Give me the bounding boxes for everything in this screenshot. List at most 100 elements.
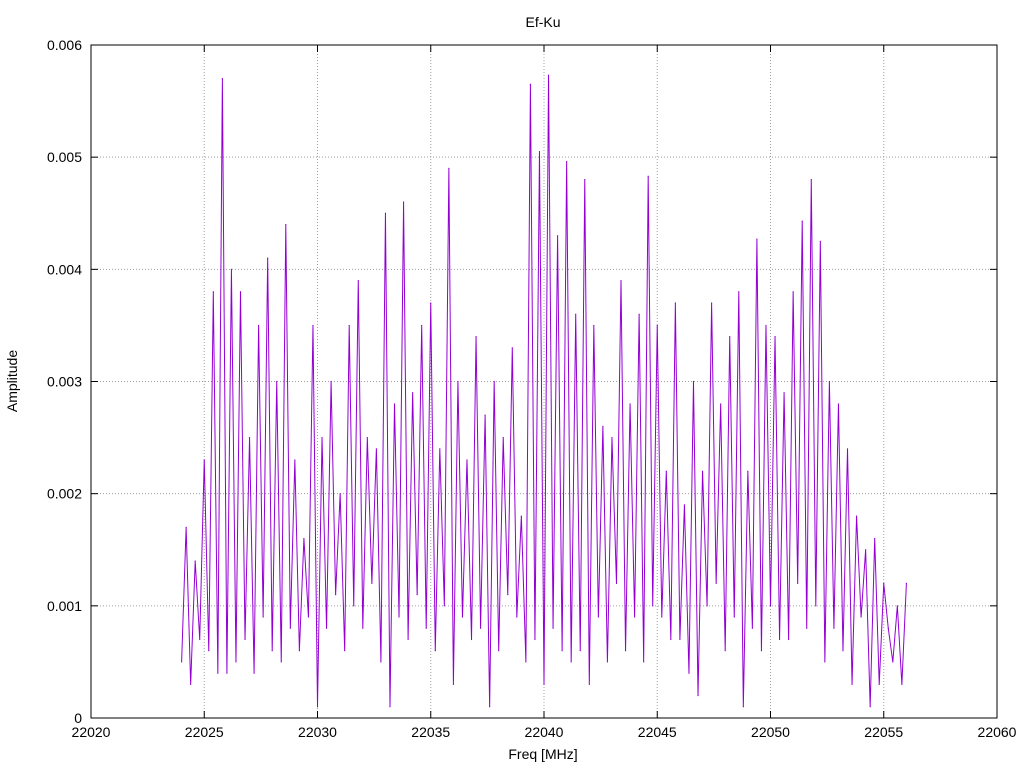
data-point bbox=[294, 459, 296, 461]
x-tick-label: 22020 bbox=[72, 724, 111, 740]
data-point bbox=[778, 638, 781, 641]
data-point bbox=[425, 627, 427, 629]
data-point bbox=[606, 661, 609, 663]
data-point bbox=[217, 672, 219, 674]
data-point bbox=[887, 627, 889, 629]
data-point bbox=[701, 470, 704, 472]
data-point bbox=[325, 627, 328, 629]
data-point bbox=[620, 279, 622, 282]
data-point bbox=[412, 392, 414, 394]
data-point bbox=[833, 627, 835, 629]
data-point bbox=[846, 448, 849, 450]
data-point bbox=[579, 650, 581, 652]
plot-border bbox=[90, 44, 998, 719]
data-point bbox=[711, 302, 713, 304]
data-point bbox=[842, 650, 844, 652]
data-point bbox=[511, 347, 513, 349]
data-point bbox=[502, 436, 504, 439]
y-tick-label: 0.003 bbox=[47, 374, 82, 390]
data-point bbox=[190, 683, 192, 685]
x-tick-label: 22035 bbox=[411, 724, 450, 740]
data-point bbox=[353, 605, 355, 607]
data-point bbox=[697, 694, 699, 697]
data-point bbox=[384, 212, 387, 214]
data-point bbox=[375, 448, 377, 450]
data-point bbox=[439, 448, 441, 450]
data-point bbox=[760, 650, 763, 652]
data-point bbox=[271, 650, 273, 652]
data-point bbox=[303, 537, 305, 540]
series bbox=[181, 74, 908, 708]
data-point bbox=[470, 638, 473, 641]
data-point bbox=[901, 683, 903, 685]
data-point bbox=[479, 627, 482, 629]
x-tick-label: 22040 bbox=[525, 724, 564, 740]
data-point bbox=[652, 605, 654, 607]
data-point bbox=[661, 616, 663, 618]
data-point bbox=[634, 616, 636, 618]
x-tick-label: 22045 bbox=[638, 724, 677, 740]
data-point bbox=[819, 240, 821, 242]
data-point bbox=[774, 336, 776, 338]
data-point bbox=[194, 560, 196, 562]
y-tick-label: 0.005 bbox=[47, 149, 82, 165]
data-point bbox=[448, 167, 450, 169]
data-point bbox=[181, 661, 183, 663]
data-point bbox=[611, 436, 613, 439]
data-point bbox=[344, 650, 346, 652]
data-point bbox=[443, 605, 445, 607]
data-point bbox=[588, 683, 590, 685]
y-tick-label: 0.001 bbox=[47, 598, 82, 614]
data-point bbox=[534, 638, 536, 641]
data-point bbox=[783, 392, 785, 394]
data-point bbox=[747, 470, 749, 472]
data-point bbox=[715, 582, 717, 585]
data-point bbox=[815, 605, 817, 607]
data-point bbox=[321, 436, 323, 439]
data-point bbox=[828, 380, 830, 383]
x-axis-label: Freq [MHz] bbox=[508, 746, 577, 762]
data-point bbox=[335, 594, 337, 596]
data-point bbox=[466, 459, 468, 461]
data-point bbox=[452, 683, 454, 685]
data-point bbox=[366, 436, 368, 439]
data-point bbox=[221, 78, 223, 80]
data-point bbox=[810, 179, 812, 181]
data-point bbox=[185, 526, 187, 528]
data-point bbox=[643, 661, 645, 663]
data-point bbox=[892, 661, 894, 663]
data-point bbox=[751, 627, 753, 629]
data-point bbox=[855, 515, 858, 517]
data-point bbox=[253, 672, 255, 674]
data-point bbox=[280, 661, 282, 663]
data-point bbox=[380, 661, 382, 663]
data-point bbox=[874, 537, 876, 540]
data-point bbox=[507, 594, 509, 596]
data-point bbox=[597, 616, 599, 618]
data-point bbox=[806, 627, 808, 629]
ticks: 22020 22025 22030 22035 22040 22045 22050 22055… bbox=[47, 37, 1017, 740]
data-point bbox=[724, 650, 726, 652]
data-point bbox=[416, 594, 418, 596]
data-point bbox=[239, 291, 242, 293]
data-point bbox=[797, 582, 799, 585]
data-point bbox=[547, 74, 550, 76]
data-point bbox=[258, 324, 260, 327]
data-point bbox=[520, 515, 522, 517]
data-point bbox=[556, 235, 559, 237]
data-point bbox=[538, 150, 541, 153]
data-point bbox=[289, 627, 291, 629]
data-point bbox=[824, 661, 826, 663]
data-point bbox=[298, 650, 300, 652]
data-point bbox=[421, 324, 423, 327]
data-point bbox=[543, 683, 545, 685]
y-axis-label: Amplitude bbox=[4, 350, 20, 412]
data-point bbox=[670, 638, 672, 641]
data-point bbox=[665, 470, 667, 472]
data-point bbox=[307, 616, 310, 618]
data-point bbox=[493, 380, 495, 383]
data-point bbox=[878, 683, 880, 685]
data-point bbox=[647, 175, 649, 177]
data-point bbox=[674, 302, 676, 304]
data-point bbox=[896, 605, 898, 607]
